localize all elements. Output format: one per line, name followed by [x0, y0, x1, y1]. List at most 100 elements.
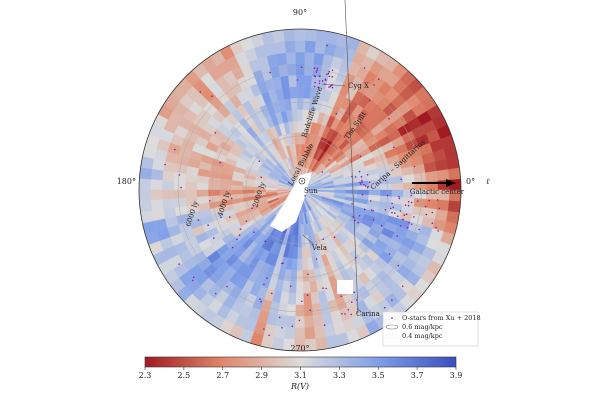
map-cell [173, 181, 186, 191]
o-star-point [397, 215, 399, 217]
o-star-point [236, 238, 238, 241]
o-star-point [354, 219, 356, 222]
o-star-point [370, 209, 373, 211]
o-star-point [368, 99, 371, 102]
o-star-point [219, 204, 221, 207]
annotation-sun: Sun [304, 187, 318, 195]
o-star-point [269, 71, 271, 74]
o-star-point [431, 211, 434, 214]
o-star-point [296, 79, 299, 81]
colorbar-tick-label: 3.9 [450, 371, 463, 380]
o-star-point [406, 226, 409, 229]
legend-star-icon [391, 317, 393, 319]
map-cell [283, 29, 295, 42]
o-star-point [314, 81, 316, 84]
o-star-point [260, 176, 263, 179]
o-star-point [417, 200, 419, 203]
o-star-point [321, 171, 324, 173]
no-data-region [270, 172, 312, 232]
o-star-point [253, 231, 255, 233]
o-star-point [251, 207, 253, 209]
map-cell [161, 180, 174, 191]
map-cell [150, 169, 164, 181]
colorbar-tick-label: 2.9 [255, 371, 268, 380]
o-star-point [307, 273, 309, 276]
o-star-point [220, 216, 222, 219]
map-cell [345, 189, 358, 195]
map-cell [173, 172, 187, 183]
o-star-point [358, 215, 361, 217]
map-cell [230, 185, 243, 191]
o-star-point [438, 207, 441, 210]
o-star-point [354, 176, 357, 178]
o-star-point [410, 201, 413, 204]
map-cell [313, 52, 325, 66]
o-star-point [266, 277, 268, 279]
map-cell [140, 156, 154, 170]
o-star-point [315, 71, 318, 73]
o-star-point [259, 298, 261, 301]
o-star-point [361, 180, 363, 182]
distance-ring [245, 135, 355, 245]
o-star-point [418, 228, 421, 231]
map-cell [297, 235, 303, 248]
o-star-point [313, 85, 316, 88]
map-cell [294, 327, 306, 340]
o-star-point [229, 216, 231, 218]
o-star-point [199, 91, 202, 93]
o-star-point [333, 236, 336, 239]
o-star-point [328, 75, 331, 78]
map-cell [150, 189, 163, 201]
o-star-point [313, 75, 316, 77]
colorbar-tick-label: 2.5 [178, 371, 191, 380]
o-star-point [391, 202, 393, 205]
o-star-point [359, 181, 361, 184]
o-star-point [230, 197, 233, 200]
legend-contour-04: 0.4 mag/kpc [402, 332, 443, 340]
o-star-point [322, 238, 325, 240]
map-cell [173, 189, 186, 199]
o-star-point [207, 224, 209, 226]
colorbar-tick-label: 3.7 [411, 371, 424, 380]
o-star-point [405, 213, 408, 215]
o-star-point [407, 204, 410, 207]
o-star-point [328, 70, 331, 73]
o-star-point [372, 219, 375, 221]
map-cell [284, 327, 296, 340]
o-star-point [327, 72, 330, 75]
o-star-point [392, 206, 395, 209]
map-cell [425, 198, 438, 210]
o-star-point [252, 205, 255, 207]
o-star-point [357, 221, 360, 224]
o-star-point [300, 66, 303, 69]
o-star-point [298, 319, 301, 322]
o-star-point [373, 84, 375, 86]
o-star-point [425, 213, 428, 216]
map-cell [357, 189, 370, 195]
map-cell [150, 199, 164, 211]
masked-region [337, 280, 353, 294]
o-star-point [426, 192, 428, 195]
map-cell [303, 86, 311, 99]
o-star-point [372, 209, 375, 212]
map-cell [304, 40, 316, 53]
map-cells [139, 29, 461, 351]
angle-label-270: 270° [290, 344, 309, 353]
sun-marker [298, 177, 306, 185]
map-cell [447, 167, 461, 180]
o-star-point [384, 209, 387, 211]
o-star-point [347, 309, 350, 311]
map-cell [305, 29, 317, 42]
map-cell [287, 74, 297, 88]
o-star-point [365, 185, 367, 187]
map-cell [296, 97, 304, 110]
map-cell [184, 181, 197, 191]
o-star-point [360, 176, 363, 178]
o-star-point [359, 155, 362, 157]
o-star-point [214, 132, 217, 134]
o-star-point [278, 316, 281, 319]
o-star-point [388, 253, 391, 255]
map-cell [314, 41, 327, 55]
map-cell [242, 185, 255, 191]
o-star-point [404, 204, 407, 206]
